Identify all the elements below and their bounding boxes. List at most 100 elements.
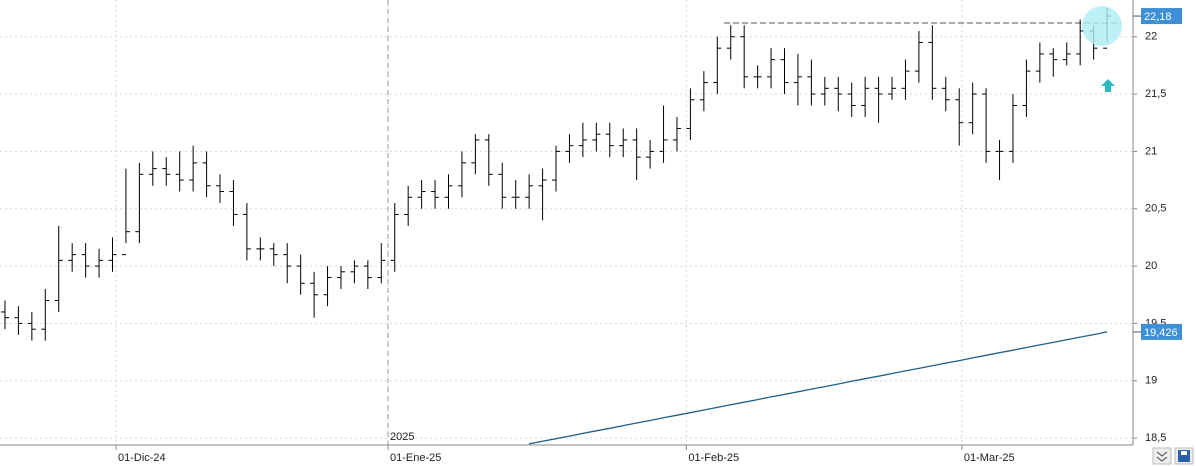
ohlc-bar <box>363 260 372 290</box>
price-label: 19,426 <box>1144 327 1178 339</box>
ohlc-bar <box>377 243 386 284</box>
ohlc-bar <box>686 88 695 140</box>
ohlc-bar <box>135 162 144 244</box>
moving-average-line <box>528 331 1108 445</box>
ohlc-bar <box>780 48 789 95</box>
ohlc-bar <box>27 311 36 341</box>
ohlc-bar <box>847 82 856 117</box>
y-tick-label: 21,5 <box>1145 88 1166 100</box>
ohlc-bar <box>982 88 991 163</box>
ohlc-bar <box>995 139 1004 181</box>
ohlc-bar <box>901 59 910 100</box>
ohlc-bar <box>874 76 883 123</box>
ohlc-bar <box>121 168 130 256</box>
ohlc-bar <box>538 168 547 221</box>
ohlc-bar <box>646 139 655 169</box>
ohlc-bar <box>202 151 211 198</box>
ohlc-bar <box>95 248 104 278</box>
ohlc-bar <box>68 243 77 272</box>
ohlc-bar <box>928 25 937 100</box>
ohlc-bar <box>229 180 238 226</box>
price-label-box <box>1141 323 1182 340</box>
ohlc-bar <box>1008 94 1017 163</box>
plot-area <box>0 0 1133 445</box>
ohlc-bar <box>350 260 359 284</box>
ohlc-bar <box>632 128 641 181</box>
ohlc-bar <box>41 289 50 341</box>
ohlc-bar <box>888 76 897 100</box>
ohlc-bar <box>592 122 601 152</box>
toolbar[interactable] <box>1152 447 1194 465</box>
y-tick-label: 20,5 <box>1145 203 1166 215</box>
ohlc-bar <box>54 225 63 312</box>
price-label: 22,18 <box>1144 11 1172 23</box>
ohlc-bar <box>1049 48 1058 77</box>
ohlc-bar <box>767 48 776 89</box>
ohlc-bar <box>753 65 762 89</box>
ohlc-bar <box>1022 59 1031 117</box>
save-icon-label <box>1181 451 1187 455</box>
ohlc-bar <box>726 25 735 60</box>
x-tick-label: 01-Feb-25 <box>688 452 739 464</box>
ohlc-bar <box>216 174 225 204</box>
x-tick-label: 01-Mar-25 <box>964 452 1015 464</box>
y-tick-label: 20 <box>1145 260 1157 272</box>
ohlc-bar <box>807 59 816 106</box>
ohlc-bar <box>565 134 574 163</box>
chevron-icon <box>1156 451 1168 462</box>
price-label-box <box>1141 8 1182 25</box>
ohlc-bar <box>968 82 977 135</box>
y-tick-label: 21 <box>1145 145 1157 157</box>
ohlc-bar <box>283 243 292 284</box>
ohlc-bar <box>552 145 561 192</box>
ohlc-bar <box>672 116 681 152</box>
ohlc-bar <box>148 151 157 186</box>
ohlc-bar <box>417 180 426 209</box>
ohlc-bar <box>444 174 453 209</box>
ohlc-bar <box>175 151 184 192</box>
ohlc-bar <box>955 88 964 146</box>
ohlc-bar <box>269 243 278 267</box>
ohlc-bar <box>525 174 534 209</box>
ohlc-bar <box>1062 42 1071 66</box>
ohlc-bar <box>471 134 480 175</box>
ohlc-bar <box>578 122 587 158</box>
ohlc-bar <box>861 76 870 117</box>
ohlc-bar <box>14 306 23 335</box>
ohlc-bar <box>511 180 520 209</box>
year-label: 2025 <box>390 431 414 443</box>
ohlc-bar <box>256 237 265 261</box>
ohlc-bar <box>793 53 802 106</box>
ohlc-bar <box>431 180 440 209</box>
y-tick-label: 18,5 <box>1145 432 1166 444</box>
ohlc-bar <box>0 300 9 330</box>
x-tick-label: 01-Ene-25 <box>390 452 441 464</box>
ohlc-bar <box>941 76 950 112</box>
ohlc-bar <box>914 30 923 83</box>
ohlc-bar <box>605 122 614 158</box>
ohlc-bar <box>108 237 117 272</box>
ohlc-bar <box>336 266 345 290</box>
ohlc-bar <box>390 203 399 272</box>
highlight-circle <box>1082 6 1122 46</box>
ohlc-bar <box>498 162 507 209</box>
ohlc-bar <box>619 128 628 158</box>
ohlc-bar <box>162 157 171 186</box>
ohlc-bar <box>242 203 251 261</box>
ohlc-bar <box>659 105 668 163</box>
ohlc-bar <box>834 76 843 112</box>
y-tick-label: 22 <box>1145 31 1157 43</box>
up-arrow <box>1101 79 1115 92</box>
ohlc-bar <box>1035 42 1044 83</box>
ohlc-bar <box>713 36 722 95</box>
y-axis-panel <box>1133 0 1196 466</box>
ohlc-bar <box>296 254 305 295</box>
x-tick-label: 01-Dic-24 <box>118 452 166 464</box>
ohlc-bar <box>189 145 198 192</box>
ohlc-bar <box>699 71 708 112</box>
ohlc-bar <box>81 243 90 278</box>
ohlc-bar <box>484 134 493 186</box>
ohlc-bar <box>740 25 749 89</box>
ohlc-bar <box>310 271 319 318</box>
